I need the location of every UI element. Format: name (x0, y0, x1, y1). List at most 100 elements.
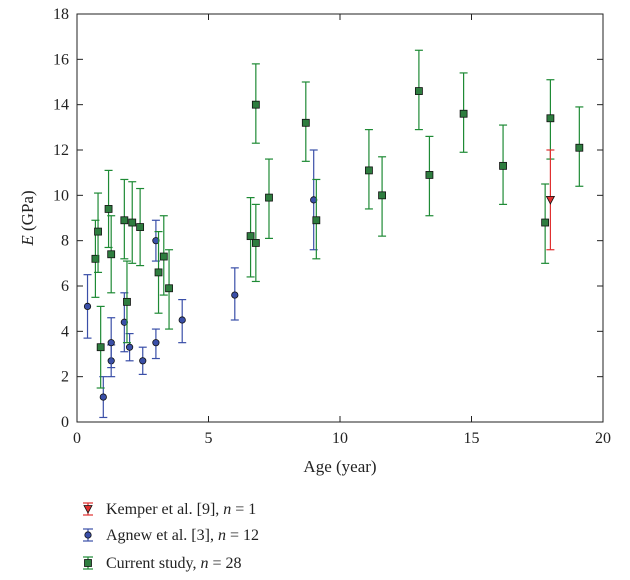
data-point (230, 267, 239, 321)
data-point-marker (91, 254, 100, 263)
data-point-marker (104, 205, 113, 213)
data-point-marker (365, 166, 373, 175)
y-tick-label: 4 (61, 323, 69, 340)
legend-entry: Kemper et al. [9], n = 1 (83, 501, 256, 518)
y-tick-label: 0 (61, 414, 69, 431)
y-tick-label: 2 (61, 369, 69, 386)
data-point (378, 156, 387, 237)
data-point (425, 135, 434, 217)
data-point-marker (425, 171, 434, 179)
x-tick-label: 15 (464, 430, 480, 447)
data-point-marker (265, 193, 273, 202)
data-point-marker (99, 393, 107, 401)
data-point-marker (154, 268, 163, 277)
data-point-marker (152, 339, 160, 347)
data-point-marker (83, 302, 92, 310)
data-point-marker (546, 114, 555, 123)
data-point-marker (545, 195, 556, 205)
data-point (499, 124, 508, 205)
data-point (251, 203, 260, 283)
data-point (165, 249, 174, 330)
data-point-marker (541, 218, 550, 227)
x-tick-label: 0 (73, 430, 81, 447)
y-axis-label-symbol: E (18, 235, 37, 247)
data-point-marker (414, 87, 423, 95)
data-point-marker (128, 218, 137, 227)
legend: Kemper et al. [9], n = 1 Agnew et al. [3]… (83, 501, 259, 572)
data-point (120, 178, 129, 260)
y-tick-label: 16 (53, 51, 69, 68)
data-point-marker (499, 161, 507, 170)
data-point-marker (246, 232, 255, 241)
data-point-marker (126, 343, 134, 351)
data-point (301, 81, 310, 162)
data-point-marker (378, 191, 386, 200)
y-tick-label: 6 (61, 278, 69, 295)
data-point (83, 274, 92, 339)
data-point-marker (178, 316, 186, 324)
data-point (251, 63, 260, 144)
y-tick-label: 14 (53, 97, 69, 114)
data-point-marker (96, 343, 105, 352)
legend-label: Current study, n = 28 (106, 555, 242, 572)
data-point (107, 317, 116, 369)
data-point-marker (84, 559, 92, 567)
data-point (312, 178, 321, 260)
data-point-marker (107, 339, 115, 347)
data-point-marker (251, 239, 260, 247)
data-point (545, 149, 556, 251)
y-tick-label: 18 (53, 6, 69, 23)
data-point-marker (312, 216, 321, 225)
axes: 0 5 10 15 20 0 2 4 6 8 10 12 14 16 18 (53, 6, 611, 447)
x-tick-label: 20 (595, 430, 611, 447)
data-point (151, 328, 160, 360)
data-point (364, 129, 373, 210)
data-point (178, 299, 187, 344)
data-point-marker (459, 109, 468, 118)
data-point-marker (139, 357, 147, 365)
data-point-marker (136, 223, 145, 231)
x-axis-label: Age (year) (303, 457, 376, 476)
data-point-marker (301, 118, 310, 127)
data-point (138, 346, 147, 375)
data-point-marker (83, 505, 93, 514)
data-point (136, 187, 145, 267)
data-point (575, 106, 584, 187)
x-tick-label: 5 (205, 430, 213, 447)
data-point (264, 158, 273, 239)
data-point (159, 215, 168, 296)
data-point-marker (231, 291, 239, 299)
data-point (151, 219, 160, 262)
data-point (154, 231, 163, 314)
plot-area (83, 49, 584, 419)
data-point (107, 215, 116, 294)
data-point (128, 181, 137, 264)
data-point (99, 376, 108, 419)
data-point-marker (165, 284, 173, 293)
data-point-marker (251, 100, 260, 109)
data-point (125, 333, 134, 362)
y-axis-label: E (GPa) (18, 190, 37, 246)
legend-label: Kemper et al. [9], n = 1 (106, 501, 256, 518)
data-point (96, 305, 105, 389)
data-point-marker (94, 227, 102, 236)
legend-label: Agnew et al. [3], n = 12 (106, 527, 259, 544)
data-point (546, 79, 555, 160)
data-point (122, 260, 131, 344)
data-point (246, 197, 255, 278)
data-point-marker (107, 250, 116, 259)
data-point (94, 192, 103, 273)
data-point (459, 72, 468, 153)
y-tick-label: 12 (53, 142, 69, 159)
x-tick-label: 10 (332, 430, 348, 447)
legend-entry: Current study, n = 28 (83, 555, 242, 572)
data-point (541, 183, 550, 264)
y-tick-label: 8 (61, 233, 69, 250)
data-point-marker (159, 252, 168, 261)
y-axis-label-unit: (GPa) (18, 190, 37, 235)
data-point-marker (84, 531, 92, 539)
data-point-marker (123, 297, 131, 306)
data-point-marker (575, 143, 584, 152)
plot-frame (76, 13, 604, 423)
